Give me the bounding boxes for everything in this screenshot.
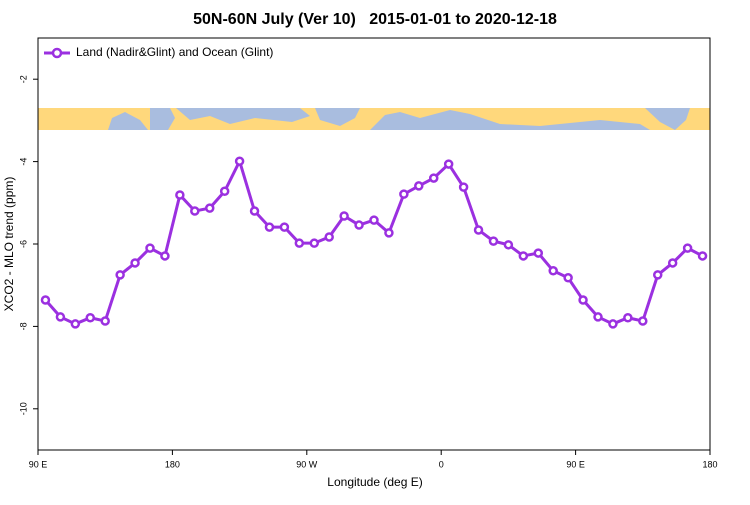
- data-point: [85, 312, 96, 323]
- data-point: [384, 228, 394, 238]
- data-line: [44, 157, 704, 326]
- data-point: [458, 182, 469, 192]
- data-point: [339, 211, 349, 221]
- data-point: [533, 248, 544, 258]
- data-point: [264, 222, 275, 232]
- y-tick-label: -6: [18, 240, 28, 248]
- data-point: [652, 270, 663, 280]
- data-point: [130, 258, 140, 268]
- data-point: [100, 316, 110, 326]
- y-tick-label: -8: [18, 322, 28, 330]
- data-point: [399, 189, 409, 199]
- data-point: [563, 273, 573, 283]
- data-point: [204, 203, 215, 213]
- map-strip: [38, 108, 710, 130]
- legend-label: Land (Nadir&Glint) and Ocean (Glint): [76, 45, 273, 59]
- data-point: [638, 316, 648, 326]
- y-tick-label: -2: [18, 75, 28, 83]
- x-tick-label: 0: [439, 459, 444, 469]
- data-point: [279, 222, 290, 232]
- data-point: [249, 206, 260, 216]
- data-point: [309, 238, 320, 248]
- legend-marker: [51, 47, 63, 59]
- x-axis-label: Longitude (deg E): [327, 475, 422, 489]
- data-point: [145, 243, 155, 253]
- data-point: [593, 312, 603, 322]
- data-point: [55, 312, 66, 322]
- y-axis-label: XCO2 - MLO trend (ppm): [2, 177, 16, 312]
- data-point: [190, 206, 200, 216]
- data-point: [234, 156, 245, 166]
- data-point: [115, 270, 125, 280]
- data-point: [369, 215, 379, 225]
- data-point: [428, 173, 439, 183]
- data-point: [219, 186, 230, 197]
- plot-frame: [37, 37, 711, 451]
- data-point: [548, 266, 558, 276]
- data-point: [70, 319, 81, 329]
- data-point: [578, 295, 588, 305]
- data-point: [623, 312, 633, 323]
- data-point: [682, 243, 693, 253]
- data-point: [697, 251, 708, 261]
- data-point: [503, 240, 514, 250]
- data-point: [160, 251, 170, 261]
- data-point: [608, 319, 618, 329]
- data-point: [175, 190, 185, 200]
- data-point: [354, 220, 364, 230]
- y-tick-label: -10: [18, 402, 28, 415]
- chart-title: 50N-60N July (Ver 10) 2015-01-01 to 2020…: [193, 11, 557, 28]
- y-tick-label: -4: [18, 158, 28, 166]
- x-tick-label: 180: [165, 459, 180, 469]
- data-point: [324, 232, 334, 242]
- x-tick-label: 180: [702, 459, 717, 469]
- x-tick-label: 90 W: [296, 459, 318, 469]
- data-point: [488, 236, 499, 246]
- data-point: [414, 181, 424, 191]
- data-point: [473, 225, 484, 235]
- data-point: [518, 251, 529, 261]
- data-point: [667, 258, 678, 268]
- data-point: [294, 238, 305, 248]
- data-point: [40, 295, 51, 305]
- x-tick-label: 90 E: [29, 459, 48, 469]
- x-tick-label: 90 E: [566, 459, 585, 469]
- data-point: [443, 159, 454, 169]
